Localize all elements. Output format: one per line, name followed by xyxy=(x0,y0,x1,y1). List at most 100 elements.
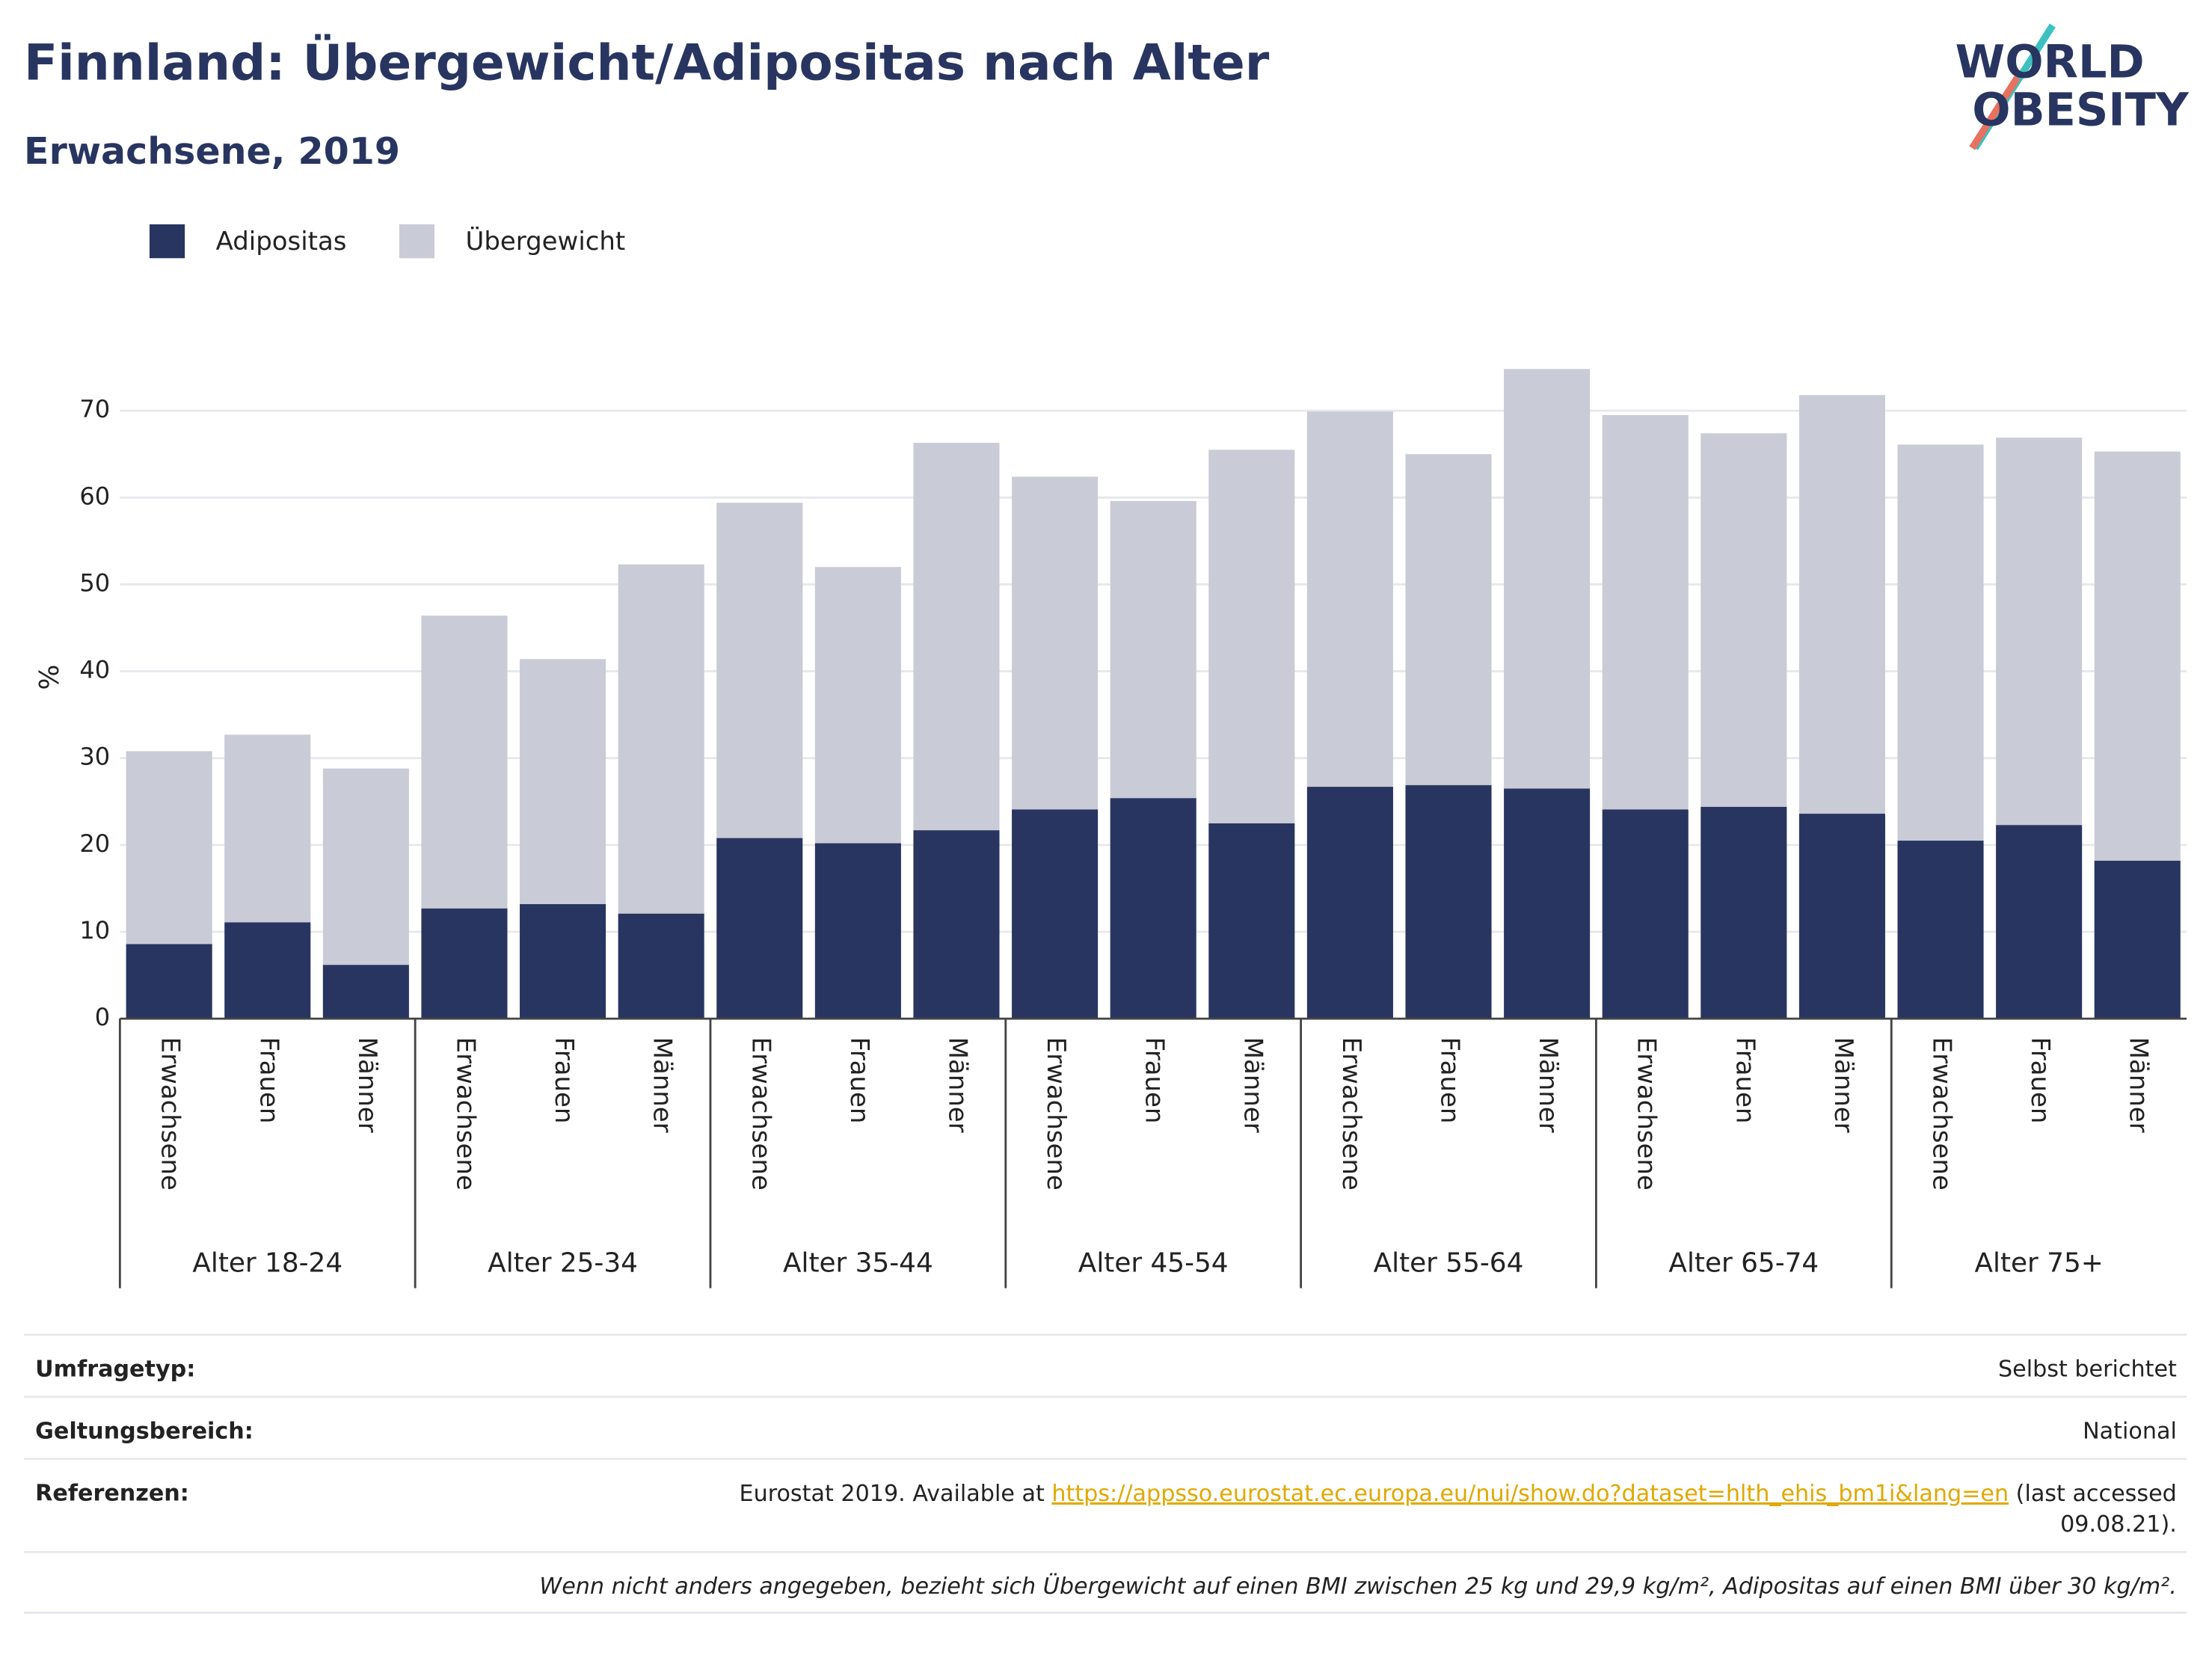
x-tick-label: Frauen xyxy=(549,1037,579,1124)
bar-segment xyxy=(618,564,704,914)
bar-segment xyxy=(322,965,409,1019)
group-label: Alter 55-64 xyxy=(1374,1247,1524,1278)
bar-segment xyxy=(1897,444,1984,841)
y-tick-label: 50 xyxy=(79,568,110,597)
reference-text: Eurostat 2019. Available at https://apps… xyxy=(740,1480,2177,1506)
bar-segment xyxy=(126,751,212,945)
bar-segment xyxy=(2094,860,2181,1019)
bar-segment xyxy=(618,913,704,1019)
y-tick-label: 10 xyxy=(79,916,110,945)
bar-segment xyxy=(1996,825,2083,1019)
bar-segment xyxy=(1012,476,1099,810)
x-tick-label: Erwachsene xyxy=(1041,1037,1071,1191)
bar-segment xyxy=(1306,787,1393,1019)
bar-segment xyxy=(1701,433,1787,807)
group-label: Alter 45-54 xyxy=(1078,1247,1229,1278)
y-tick-label: 0 xyxy=(95,1003,110,1031)
chart-subtitle: Erwachsene, 2019 xyxy=(24,129,400,173)
x-tick-label: Frauen xyxy=(1140,1037,1170,1124)
x-tick-label: Frauen xyxy=(844,1037,874,1124)
y-tick-label: 70 xyxy=(79,395,110,423)
footer-label: Umfragetyp: xyxy=(35,1356,195,1382)
group-label: Alter 75+ xyxy=(1974,1247,2103,1278)
x-tick-label: Männer xyxy=(1533,1037,1563,1133)
x-tick-label: Erwachsene xyxy=(450,1037,480,1191)
y-tick-label: 30 xyxy=(79,743,110,771)
bar-segment xyxy=(224,734,311,923)
reference-suffix: (last accessed xyxy=(2016,1480,2177,1506)
bar-segment xyxy=(1504,369,1591,789)
x-tick-label: Männer xyxy=(1828,1037,1858,1133)
bar-segment xyxy=(520,659,606,904)
group-label: Alter 35-44 xyxy=(783,1247,933,1278)
x-tick-label: Frauen xyxy=(1435,1037,1465,1124)
bar-segment xyxy=(1798,814,1885,1019)
bar-segment xyxy=(1602,414,1689,810)
footer-value: National xyxy=(2083,1418,2177,1444)
bar-segment xyxy=(2094,451,2181,861)
x-tick-label: Männer xyxy=(2124,1037,2154,1133)
reference-prefix: Eurostat 2019. Available at xyxy=(740,1480,1045,1506)
bar-segment xyxy=(1405,784,1492,1019)
bar-segment xyxy=(1798,395,1885,814)
bar-segment xyxy=(126,944,212,1019)
bar-segment xyxy=(1110,500,1196,799)
x-tick-label: Männer xyxy=(648,1037,678,1133)
bar-segment xyxy=(814,567,901,844)
footer-label: Geltungsbereich: xyxy=(35,1418,254,1444)
x-tick-label: Männer xyxy=(942,1037,972,1133)
legend-label: Übergewicht xyxy=(466,226,626,257)
chart-title: Finnland: Übergewicht/Adipositas nach Al… xyxy=(24,34,1270,92)
footer-label: Referenzen: xyxy=(35,1480,189,1506)
bar-segment xyxy=(716,838,803,1019)
logo-text: WORLD xyxy=(1956,36,2145,88)
x-tick-label: Erwachsene xyxy=(156,1037,185,1191)
bar-segment xyxy=(1012,809,1099,1019)
bar-segment xyxy=(913,443,1000,831)
x-tick-label: Frauen xyxy=(2025,1037,2055,1124)
reference-link: https://appsso.eurostat.ec.europa.eu/nui… xyxy=(1051,1480,2009,1506)
legend-label: Adipositas xyxy=(216,227,347,257)
logo-stroke xyxy=(1969,76,2021,150)
bar-segment xyxy=(1996,437,2083,826)
bar-segment xyxy=(716,503,803,838)
group-label: Alter 65-74 xyxy=(1668,1247,1819,1278)
bar-segment xyxy=(1306,411,1393,787)
footer-value: Selbst berichtet xyxy=(1998,1356,2177,1382)
bar-segment xyxy=(1701,806,1787,1019)
bar-segment xyxy=(224,922,311,1019)
bar-segment xyxy=(1602,809,1689,1019)
bar-segment xyxy=(1208,823,1295,1019)
logo-text: OBESITY xyxy=(1972,85,2190,137)
x-tick-label: Erwachsene xyxy=(1336,1037,1366,1191)
group-label: Alter 18-24 xyxy=(192,1247,342,1278)
bar-segment xyxy=(1405,454,1492,785)
bar-segment xyxy=(814,843,901,1019)
bar-segment xyxy=(1897,841,1984,1019)
x-tick-label: Frauen xyxy=(254,1037,283,1124)
x-tick-label: Männer xyxy=(1238,1037,1268,1133)
bar-segment xyxy=(520,903,606,1019)
reference-suffix: 09.08.21). xyxy=(2060,1511,2177,1538)
bar-segment xyxy=(421,615,508,909)
bar-segment xyxy=(322,768,409,965)
x-tick-label: Männer xyxy=(352,1037,382,1133)
legend-swatch xyxy=(399,224,435,259)
y-tick-label: 60 xyxy=(79,482,110,510)
x-tick-label: Erwachsene xyxy=(1927,1037,1957,1191)
x-tick-label: Erwachsene xyxy=(746,1037,775,1191)
y-tick-label: 40 xyxy=(79,656,110,684)
y-axis-label: % xyxy=(34,665,65,690)
bar-segment xyxy=(913,830,1000,1019)
x-tick-label: Frauen xyxy=(1730,1037,1760,1124)
bar-segment xyxy=(1208,449,1295,823)
legend-swatch xyxy=(149,224,185,259)
footer-note: Wenn nicht anders angegeben, bezieht sic… xyxy=(539,1572,2176,1600)
group-label: Alter 25-34 xyxy=(488,1247,638,1278)
bar-segment xyxy=(1504,788,1591,1019)
bar-segment xyxy=(1110,798,1196,1019)
bar-segment xyxy=(421,908,508,1019)
x-tick-label: Erwachsene xyxy=(1632,1037,1662,1191)
